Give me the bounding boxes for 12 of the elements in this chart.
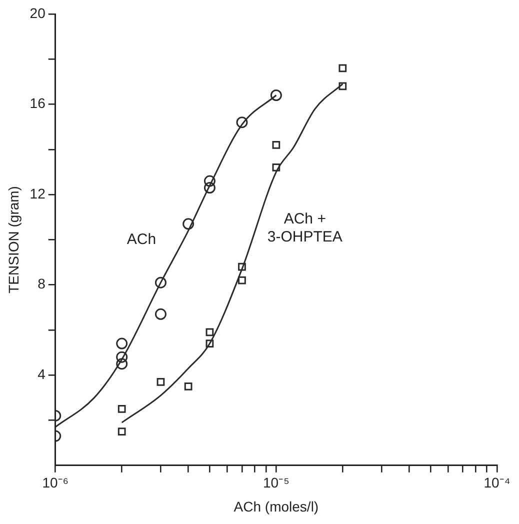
y-tick-label: 16 — [30, 95, 46, 112]
x-axis-title: ACh (moles/l) — [234, 498, 319, 514]
x-tick-label: 10⁻⁴ — [484, 474, 510, 491]
y-tick-label: 4 — [38, 366, 46, 382]
annotation: ACh + 3-OHPTEA — [267, 210, 342, 246]
y-tick-label: 8 — [38, 276, 46, 292]
x-tick-label: 10⁻⁵ — [262, 474, 290, 491]
x-tick-label: 10⁻⁶ — [42, 474, 69, 491]
y-tick-label: 20 — [30, 4, 46, 21]
y-axis-title: TENSION (gram) — [5, 186, 22, 294]
annotation: ACh — [126, 230, 156, 248]
y-tick-label: 12 — [30, 185, 46, 202]
